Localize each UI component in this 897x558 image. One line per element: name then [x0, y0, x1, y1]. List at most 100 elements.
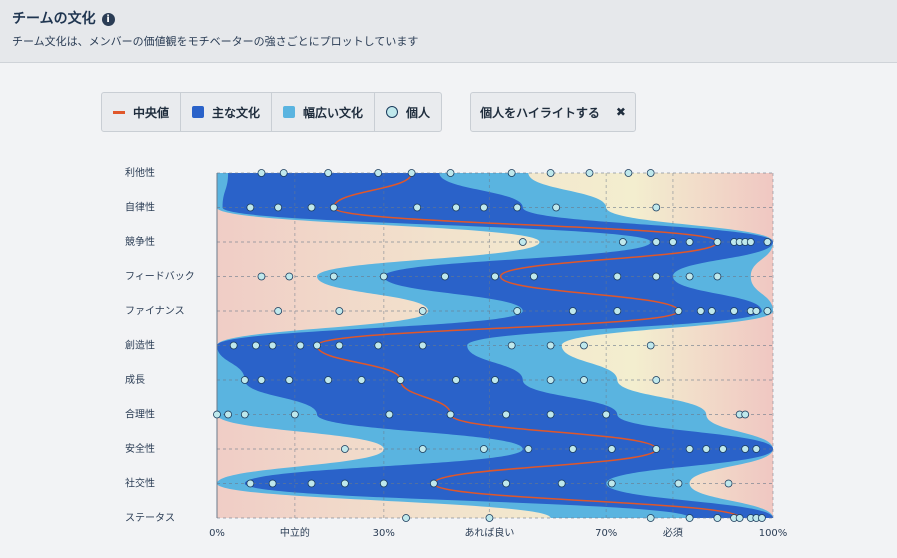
x-tick-label: 必須: [663, 526, 683, 539]
individual-dot: [340, 479, 349, 488]
legend-item[interactable]: 個人: [375, 93, 441, 131]
individual-dot: [357, 376, 366, 384]
legend-item[interactable]: 中央値: [102, 93, 182, 131]
individual-dot: [374, 169, 383, 177]
individual-dot: [613, 272, 622, 281]
individual-dot: [507, 341, 516, 350]
individual-dot: [324, 376, 333, 384]
individual-dot: [279, 169, 288, 177]
individual-dot: [546, 169, 555, 177]
individual-dot: [418, 341, 427, 350]
individual-dot: [307, 479, 316, 488]
individual-dot: [485, 514, 494, 522]
individual-dot: [652, 238, 661, 246]
individual-dot: [290, 410, 299, 419]
individual-dot: [685, 514, 694, 522]
individual-dot: [324, 169, 333, 177]
individual-dot: [385, 410, 394, 419]
individual-dot: [752, 307, 761, 315]
individual-dot: [546, 376, 555, 384]
legend-item[interactable]: 主な文化: [181, 93, 273, 131]
individual-dot: [224, 410, 233, 419]
info-icon[interactable]: i: [101, 13, 115, 26]
x-tick-label: あれば良い: [464, 526, 514, 539]
row-label: 競争性: [125, 235, 155, 248]
individual-dot: [696, 307, 705, 315]
individual-dot: [685, 238, 694, 246]
individual-dot: [763, 307, 772, 315]
individual-dot: [546, 341, 555, 350]
legend-label: 主な文化: [212, 105, 261, 120]
legend: 中央値 主な文化 幅広い文化 個人: [101, 92, 443, 132]
swatch: [283, 106, 296, 118]
individual-dot: [418, 307, 427, 315]
individual-dot: [763, 238, 772, 246]
individual-dot: [274, 203, 283, 212]
close-icon[interactable]: ✖: [615, 105, 626, 119]
individual-dot: [513, 307, 522, 315]
individual-dot: [568, 445, 577, 453]
individual-dot: [374, 341, 383, 350]
individual-dot: [502, 410, 511, 419]
row-label: 自律性: [125, 201, 155, 214]
subtitle: チーム文化は、メンバーの価値観をモチベーターの強さごとにプロットしています: [12, 35, 419, 48]
individual-dot: [730, 307, 738, 315]
row-label: 利他性: [125, 166, 155, 179]
individual-dot: [652, 272, 661, 281]
individual-dot: [268, 341, 277, 350]
individual-dot: [246, 479, 255, 488]
individual-dot: [613, 307, 622, 315]
individual-dot: [452, 203, 460, 212]
individual-dot: [502, 479, 511, 488]
individual-dot: [257, 169, 266, 177]
individual-dot: [274, 307, 283, 315]
individual-dot: [741, 410, 750, 419]
row-label: ファイナンス: [125, 305, 185, 317]
individual-dot: [446, 169, 455, 177]
individual-dot: [252, 341, 260, 350]
legend-item[interactable]: 幅広い文化: [272, 93, 376, 131]
row-label: 合理性: [125, 408, 155, 421]
individual-dot: [513, 203, 522, 212]
individual-dot: [646, 169, 655, 177]
legend-label: 中央値: [133, 105, 170, 120]
x-tick-label: 中立的: [280, 526, 310, 539]
individual-dot: [479, 203, 488, 212]
individual-dot: [607, 445, 616, 453]
individual-dot: [752, 445, 761, 453]
individual-dot: [329, 272, 338, 281]
individual-dot: [518, 238, 527, 246]
individual-dot: [507, 169, 516, 177]
individual-dot: [652, 376, 661, 384]
individual-dot: [257, 272, 266, 281]
swatch: [113, 110, 125, 114]
individual-dot: [240, 376, 249, 384]
individual-dot: [669, 238, 677, 246]
individual-dot: [379, 479, 388, 488]
individual-dot: [674, 479, 683, 488]
x-tick-label: 70%: [595, 528, 617, 539]
individual-dot: [674, 307, 683, 315]
individual-dot: [741, 445, 750, 453]
x-tick-label: 30%: [373, 528, 395, 539]
x-tick-label: 100%: [759, 528, 788, 539]
individual-dot: [313, 341, 321, 350]
individual-dot: [268, 479, 277, 488]
row-label: 安全性: [125, 442, 155, 455]
title-text: チームの文化: [12, 11, 96, 27]
individual-dot: [735, 514, 744, 522]
individual-dot: [329, 203, 338, 212]
individual-dot: [602, 410, 611, 419]
individual-dot: [652, 203, 661, 212]
individual-dot: [552, 203, 561, 212]
individual-dot: [580, 376, 588, 384]
individual-dot: [707, 307, 716, 315]
individual-dot: [713, 238, 722, 246]
individual-dot: [618, 238, 627, 246]
row-label: 創造性: [125, 339, 155, 352]
individual-dot: [446, 410, 455, 419]
individual-dot: [585, 169, 594, 177]
highlight-button[interactable]: 個人をハイライトする ✖: [470, 92, 636, 132]
individual-dot: [713, 272, 722, 281]
individual-dot: [452, 376, 460, 384]
